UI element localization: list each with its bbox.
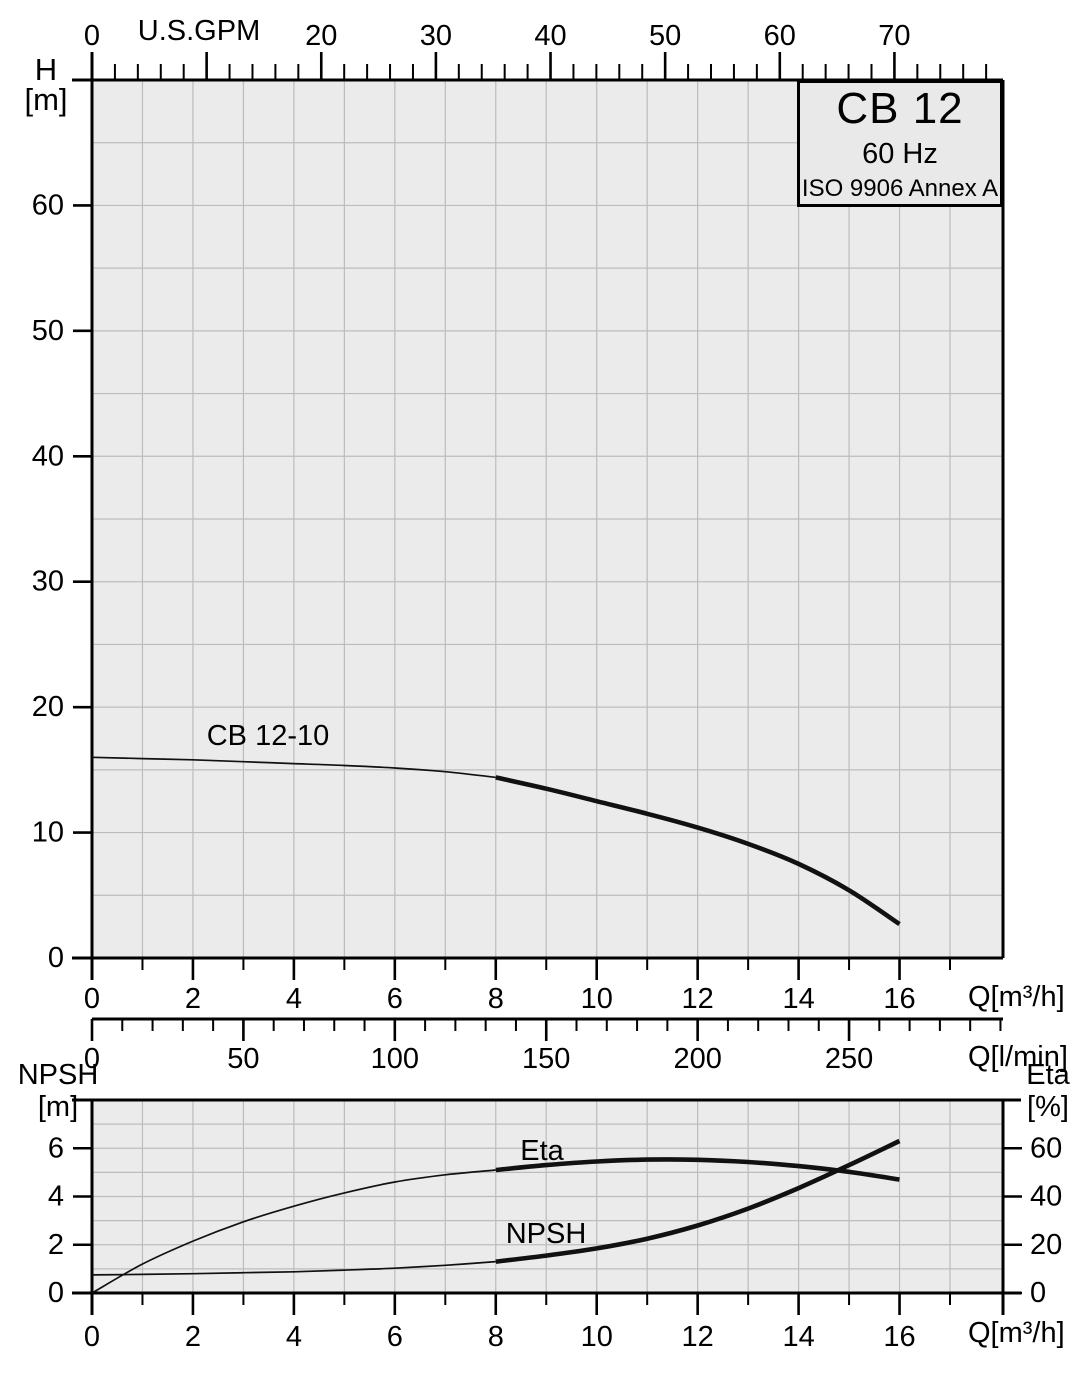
h-axis-tick-label: 20 — [32, 691, 64, 723]
lower-q-tick-label: 6 — [387, 1321, 403, 1353]
q-tick-label: 16 — [883, 983, 915, 1015]
gpm-tick-label: 40 — [534, 20, 566, 52]
gpm-tick-label: 60 — [764, 20, 796, 52]
q-m3h-axis-label-lower: Q[m³/h] — [968, 1317, 1065, 1349]
npsh-tick-label: 6 — [48, 1132, 64, 1164]
usgpm-axis-title: U.S.GPM — [137, 15, 261, 47]
q-tick-label: 4 — [286, 983, 302, 1015]
eta-axis-label: Eta — [1026, 1059, 1070, 1091]
eta-tick-label: 20 — [1030, 1229, 1062, 1261]
lower-q-tick-label: 8 — [488, 1321, 504, 1353]
q-tick-label: 10 — [581, 983, 613, 1015]
npsh-tick-label: 4 — [48, 1181, 64, 1213]
head-curve-thick — [495, 775, 901, 927]
lmin-tick-label: 250 — [825, 1043, 873, 1075]
pump-model: CB 12 — [836, 84, 964, 133]
q-tick-label: 12 — [682, 983, 714, 1015]
pump-frequency: 60 Hz — [862, 138, 938, 170]
title-box: CB 12 60 Hz ISO 9906 Annex A — [797, 80, 1003, 207]
npsh-curve-label: NPSH — [505, 1217, 587, 1250]
h-axis-tick-label: 10 — [32, 817, 64, 849]
gpm-tick-label: 20 — [305, 20, 337, 52]
lower-q-tick-label: 14 — [782, 1321, 814, 1353]
npsh-curve-thick — [495, 1138, 901, 1264]
q-lmin-axis-label: Q[l/min] — [968, 1041, 1068, 1073]
eta-tick-label: 60 — [1030, 1132, 1062, 1164]
lower-q-tick-label: 4 — [286, 1321, 302, 1353]
q-tick-label: 8 — [488, 983, 504, 1015]
q-tick-label: 2 — [185, 983, 201, 1015]
gpm-tick-label: 70 — [878, 20, 910, 52]
q-tick-label: 14 — [782, 983, 814, 1015]
lower-q-tick-label: 2 — [185, 1321, 201, 1353]
lmin-tick-label: 150 — [522, 1043, 570, 1075]
eta-axis-unit: [%] — [1027, 1091, 1069, 1123]
q-m3h-axis-label: Q[m³/h] — [968, 981, 1065, 1013]
main-curve-label: CB 12-10 — [206, 719, 330, 752]
lmin-tick-label: 200 — [673, 1043, 721, 1075]
lower-q-tick-label: 0 — [84, 1321, 100, 1353]
q-tick-label: 0 — [84, 983, 100, 1015]
h-axis-tick-label: 0 — [48, 942, 64, 974]
npsh-axis-unit: [m] — [37, 1091, 79, 1123]
npsh-axis-label: NPSH — [17, 1059, 99, 1091]
npsh-tick-label: 0 — [48, 1277, 64, 1309]
h-axis-tick-label: 30 — [32, 566, 64, 598]
lower-q-tick-label: 16 — [883, 1321, 915, 1353]
lmin-tick-label: 0 — [84, 1043, 100, 1075]
npsh-tick-label: 2 — [48, 1229, 64, 1261]
lower-q-tick-label: 12 — [682, 1321, 714, 1353]
q-tick-label: 6 — [387, 983, 403, 1015]
h-axis-tick-label: 50 — [32, 315, 64, 347]
npsh-curve-thin — [91, 1260, 496, 1276]
eta-curve-label: Eta — [520, 1134, 564, 1167]
eta-curve-thin — [91, 1169, 496, 1294]
test-standard: ISO 9906 Annex A — [801, 175, 999, 202]
gpm-tick-label: 30 — [420, 20, 452, 52]
eta-tick-label: 0 — [1030, 1277, 1046, 1309]
lower-q-tick-label: 10 — [581, 1321, 613, 1353]
h-axis-tick-label: 60 — [32, 189, 64, 221]
head-curve-thin — [91, 756, 496, 779]
eta-tick-label: 40 — [1030, 1181, 1062, 1213]
h-axis-unit: [m] — [24, 82, 68, 117]
gpm-tick-label: 0 — [84, 20, 100, 52]
h-axis-label: H — [34, 52, 58, 87]
h-axis-tick-label: 40 — [32, 440, 64, 472]
gpm-tick-label: 50 — [649, 20, 681, 52]
lmin-tick-label: 50 — [227, 1043, 259, 1075]
lmin-tick-label: 100 — [371, 1043, 419, 1075]
